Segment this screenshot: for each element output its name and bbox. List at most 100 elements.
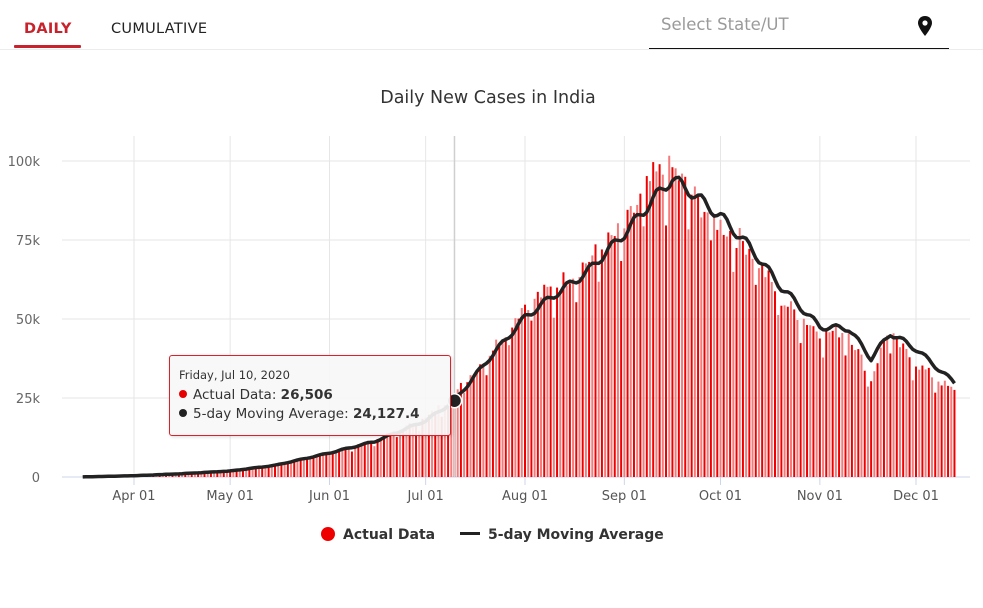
- bar: [379, 438, 382, 477]
- bar: [399, 429, 402, 477]
- bar: [943, 380, 946, 477]
- bar: [479, 364, 482, 477]
- bar: [770, 282, 773, 477]
- bar: [572, 278, 575, 477]
- bar: [838, 337, 841, 477]
- bar: [895, 336, 898, 477]
- bar: [745, 254, 748, 477]
- bar: [559, 290, 562, 477]
- bar: [719, 219, 722, 477]
- bar: [898, 347, 901, 477]
- bar: [825, 328, 828, 477]
- bar: [447, 402, 450, 477]
- bar: [347, 447, 350, 477]
- bar: [280, 463, 283, 477]
- bar: [312, 456, 315, 477]
- bar: [485, 375, 488, 477]
- bar: [402, 430, 405, 477]
- legend-item-actual[interactable]: Actual Data: [321, 527, 435, 543]
- bar: [331, 450, 334, 477]
- bar: [658, 164, 661, 477]
- x-tick-label: May 01: [206, 489, 254, 504]
- state-select-dropdown[interactable]: Select State/UT: [649, 8, 949, 49]
- bar: [190, 472, 193, 477]
- bar: [818, 338, 821, 477]
- bar: [911, 380, 914, 477]
- tab-daily[interactable]: DAILY: [24, 21, 72, 37]
- bar: [437, 404, 440, 477]
- bar: [812, 326, 815, 477]
- bar: [729, 230, 732, 477]
- bar: [706, 212, 709, 477]
- bar: [697, 195, 700, 477]
- bar: [469, 375, 472, 477]
- x-tick-label: Jun 01: [308, 489, 350, 504]
- bar: [232, 470, 235, 477]
- bar: [844, 355, 847, 477]
- bar: [902, 343, 905, 477]
- bar: [934, 392, 937, 477]
- bar: [588, 261, 591, 477]
- bar: [373, 446, 376, 477]
- bar: [600, 249, 603, 477]
- bar: [879, 347, 882, 477]
- bar: [514, 318, 517, 477]
- legend-item-average[interactable]: 5-day Moving Average: [460, 527, 664, 543]
- bar: [793, 309, 796, 477]
- bar: [870, 381, 873, 477]
- x-tick-label: Oct 01: [699, 489, 742, 504]
- bar: [552, 317, 555, 477]
- bar: [411, 425, 414, 477]
- bar: [854, 350, 857, 477]
- bar: [684, 176, 687, 477]
- y-tick-label: 100k: [8, 155, 41, 170]
- bar: [382, 438, 385, 477]
- bar: [668, 155, 671, 477]
- bar: [501, 339, 504, 477]
- tooltip-date: Friday, Jul 10, 2020: [179, 368, 290, 382]
- bar: [203, 472, 206, 477]
- bar: [674, 168, 677, 477]
- bar: [498, 344, 501, 477]
- actual-dot-icon: [179, 390, 187, 398]
- bar: [536, 291, 539, 477]
- bar: [687, 229, 690, 477]
- bar: [504, 337, 507, 477]
- bar: [360, 443, 363, 477]
- bar: [370, 443, 373, 477]
- bar: [209, 471, 212, 477]
- bars: [81, 155, 956, 478]
- bar: [405, 425, 408, 477]
- bar: [882, 341, 885, 477]
- bar: [270, 464, 273, 477]
- bar: [665, 225, 668, 477]
- bar: [568, 283, 571, 477]
- bar: [472, 376, 475, 477]
- bar: [809, 325, 812, 477]
- bar: [873, 371, 876, 477]
- state-select-placeholder: Select State/UT: [661, 15, 789, 34]
- bar: [748, 248, 751, 477]
- bar: [953, 389, 956, 477]
- bar: [213, 471, 216, 477]
- legend-label-actual: Actual Data: [343, 527, 436, 543]
- bar: [257, 467, 260, 477]
- bar: [892, 333, 895, 477]
- tab-cumulative[interactable]: CUMULATIVE: [111, 21, 208, 37]
- bar: [450, 399, 453, 477]
- bar: [597, 281, 600, 477]
- bar: [389, 433, 392, 477]
- top-bar: DAILY CUMULATIVE Select State/UT: [0, 0, 983, 50]
- bar: [773, 291, 776, 477]
- bar: [767, 270, 770, 477]
- bar: [834, 325, 837, 477]
- bar: [241, 468, 244, 477]
- bar: [578, 277, 581, 477]
- bar: [584, 263, 587, 477]
- bar: [475, 370, 478, 477]
- bar: [655, 171, 658, 477]
- map-pin-icon: [918, 16, 932, 36]
- bar: [937, 381, 940, 477]
- bar: [415, 425, 418, 477]
- bar: [931, 377, 934, 477]
